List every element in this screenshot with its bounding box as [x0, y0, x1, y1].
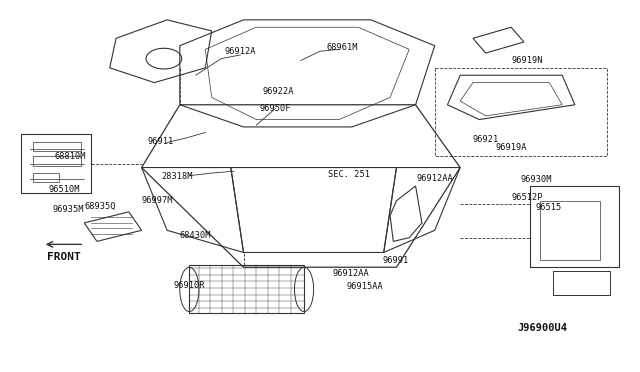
Text: 96930M: 96930M: [521, 175, 552, 184]
Bar: [189, 265, 304, 313]
Text: 96919N: 96919N: [511, 56, 543, 65]
Text: 96911: 96911: [148, 137, 174, 146]
Bar: [33, 157, 81, 166]
Text: 68810M: 68810M: [54, 152, 86, 161]
Text: 68935Q: 68935Q: [84, 202, 116, 211]
Text: 96915AA: 96915AA: [346, 282, 383, 291]
Text: 96912AA: 96912AA: [332, 269, 369, 278]
Text: 28318M: 28318M: [161, 172, 193, 181]
Text: 96912AA: 96912AA: [417, 174, 453, 183]
Bar: [552, 271, 610, 295]
Text: 96997M: 96997M: [141, 196, 173, 205]
Text: 96991: 96991: [382, 256, 408, 265]
Text: 96921: 96921: [472, 135, 499, 144]
Text: J96900U4: J96900U4: [517, 323, 567, 333]
Text: 96935M: 96935M: [52, 205, 84, 215]
Text: 96515: 96515: [535, 203, 561, 212]
Text: 96910R: 96910R: [173, 281, 205, 290]
Text: 96919A: 96919A: [495, 143, 527, 152]
Text: FRONT: FRONT: [47, 253, 81, 263]
Bar: [540, 201, 600, 260]
Bar: [33, 173, 59, 182]
Text: 96510M: 96510M: [48, 185, 79, 194]
Text: 96512P: 96512P: [511, 193, 543, 202]
Text: 68430M: 68430M: [180, 231, 211, 240]
Text: 68961M: 68961M: [326, 43, 358, 52]
Text: 96950F: 96950F: [260, 104, 291, 113]
Text: 96912A: 96912A: [225, 47, 256, 56]
Text: SEC. 251: SEC. 251: [328, 170, 370, 179]
Text: 96922A: 96922A: [263, 87, 294, 96]
Bar: [33, 142, 81, 151]
